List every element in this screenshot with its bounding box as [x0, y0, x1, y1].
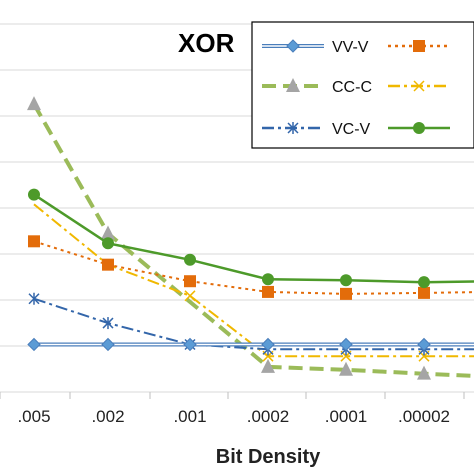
data-point — [261, 358, 275, 373]
data-point — [413, 40, 425, 52]
x-tick-label: .001 — [173, 407, 206, 426]
data-point — [183, 337, 197, 352]
x-axis-ticks: .005.002.001.0002.0001.00002. — [0, 392, 465, 426]
legend-label: VC-V — [332, 121, 371, 138]
data-point — [262, 285, 274, 298]
data-point — [27, 337, 41, 352]
series-line — [33, 297, 474, 351]
x-tick-label: .002 — [91, 407, 124, 426]
legend-label: VV-V — [332, 39, 369, 56]
data-point — [28, 188, 40, 201]
data-point — [340, 274, 352, 287]
data-point — [28, 235, 40, 248]
series-5 — [28, 188, 474, 289]
data-point — [184, 290, 196, 302]
legend-entry: VV-V — [262, 39, 369, 56]
data-point — [101, 225, 115, 240]
x-tick-label: .0002 — [247, 407, 290, 426]
series-0 — [27, 337, 474, 352]
data-point — [418, 286, 430, 299]
data-point — [339, 337, 353, 352]
x-tick-label: .005 — [17, 407, 50, 426]
series-line — [33, 240, 474, 295]
series-2 — [27, 96, 474, 380]
data-point — [413, 80, 425, 92]
legend-entry — [388, 80, 450, 92]
data-point — [286, 39, 300, 53]
data-point — [184, 275, 196, 288]
series-layer — [27, 96, 474, 380]
data-point — [27, 96, 41, 111]
data-point — [101, 337, 115, 352]
data-point — [102, 258, 114, 271]
data-point — [417, 365, 431, 380]
data-point — [340, 287, 352, 300]
series-1 — [28, 235, 474, 300]
series-line — [33, 203, 474, 358]
data-point — [286, 78, 300, 92]
data-point — [418, 276, 430, 289]
legend-entry — [388, 40, 450, 52]
data-point — [261, 337, 275, 352]
legend-label: CC-C — [332, 79, 372, 96]
x-axis-title: Bit Density — [216, 446, 321, 468]
data-point — [102, 237, 114, 250]
x-tick-label: .00002 — [398, 407, 450, 426]
data-point — [339, 361, 353, 376]
legend: VV-V CC-C VC-V — [251, 21, 474, 149]
data-point — [413, 122, 425, 134]
legend-entry — [388, 122, 450, 134]
legend-entry: CC-C — [262, 78, 372, 96]
data-point — [262, 273, 274, 286]
data-point — [184, 253, 196, 266]
data-point — [417, 337, 431, 352]
chart-title: XOR — [178, 28, 235, 58]
legend-entry: VC-V — [262, 121, 371, 138]
x-tick-label: .0001 — [325, 407, 368, 426]
